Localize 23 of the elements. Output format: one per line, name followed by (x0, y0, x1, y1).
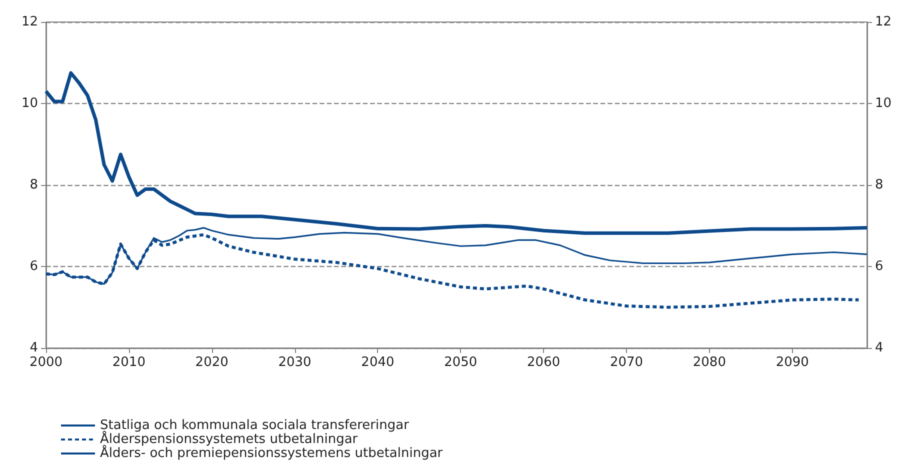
y2-tick-label: 6 (875, 259, 884, 274)
line-series (44, 71, 869, 235)
y2-tick-label: 8 (875, 178, 884, 192)
y-tick-label: 4 (30, 340, 38, 356)
x-tick-label: 2000 (29, 355, 63, 370)
x-tick-label: 2090 (776, 355, 809, 370)
y-tick-label: 12 (21, 14, 38, 30)
x-tick-label: 2060 (527, 355, 560, 370)
y2-tick-label: 4 (875, 340, 884, 356)
x-tick-label: 2050 (444, 355, 478, 370)
x-tick-label: 2070 (610, 355, 644, 370)
y2-tick-label: 10 (875, 96, 892, 111)
legend-label: Ålderspensionssystemets utbetalningar (100, 430, 358, 447)
legend-label: Statliga och kommunala sociala transfereringar (100, 418, 410, 433)
y2-tick-label: 12 (875, 14, 892, 30)
y-tick-label: 10 (21, 96, 38, 111)
x-tick-label: 2040 (361, 355, 394, 370)
x-tick-label: 2030 (278, 355, 312, 370)
x-tick-label: 2010 (112, 355, 146, 370)
y-tick-label: 6 (30, 259, 38, 274)
y-tick-label: 8 (30, 178, 38, 192)
x-tick-label: 2020 (195, 355, 228, 370)
x-tick-label: 2080 (692, 355, 726, 370)
